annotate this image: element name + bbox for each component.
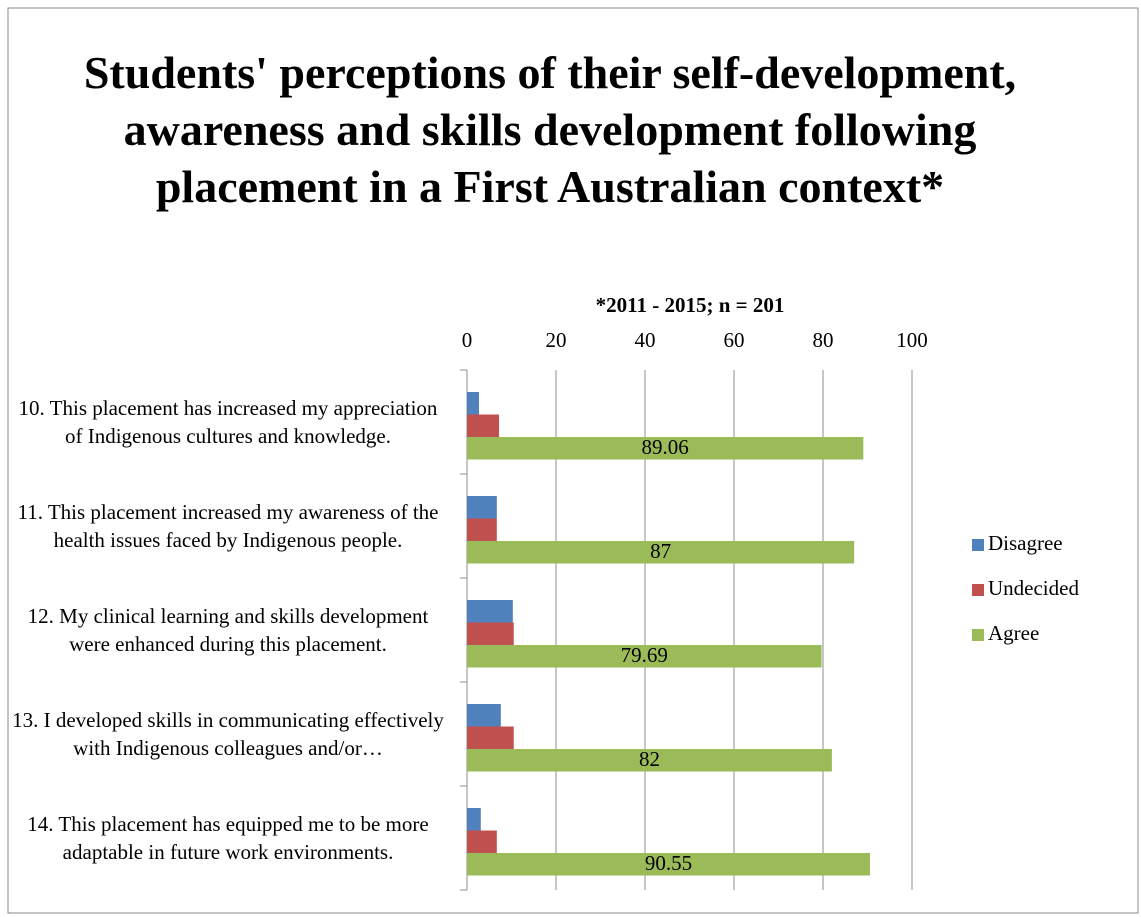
x-tick-label: 0 xyxy=(462,328,473,352)
chart-subtitle: *2011 - 2015; n = 201 xyxy=(596,293,785,317)
x-tick-label: 20 xyxy=(546,328,567,352)
data-label: 79.69 xyxy=(621,643,668,667)
bar xyxy=(467,808,481,831)
chart-title: Students' perceptions of their self-deve… xyxy=(83,47,1017,212)
bar xyxy=(467,541,855,564)
bar xyxy=(467,437,864,460)
legend-swatch xyxy=(972,539,984,551)
data-label: 89.06 xyxy=(642,435,689,459)
legend-label: Disagree xyxy=(988,531,1063,555)
x-tick-label: 80 xyxy=(813,328,834,352)
y-tick-label: 10. This placement has increased my appr… xyxy=(18,396,438,448)
x-tick-label: 60 xyxy=(724,328,745,352)
data-label: 82 xyxy=(639,747,660,771)
bar xyxy=(467,414,500,437)
bar xyxy=(467,704,501,727)
legend-swatch xyxy=(972,629,984,641)
bar xyxy=(467,518,497,541)
bar xyxy=(467,726,514,749)
x-tick-label: 40 xyxy=(635,328,656,352)
bar xyxy=(467,496,497,519)
bar xyxy=(467,600,513,623)
data-label: 87 xyxy=(650,539,671,563)
data-label: 90.55 xyxy=(645,851,692,875)
y-tick-label: 13. I developed skills in communicating … xyxy=(12,708,444,760)
legend-swatch xyxy=(972,584,984,596)
y-tick-label: 12. My clinical learning and skills deve… xyxy=(27,604,429,656)
y-tick-label: 14. This placement has equipped me to be… xyxy=(27,812,429,864)
bar xyxy=(467,392,480,415)
legend-label: Undecided xyxy=(988,576,1079,600)
bar xyxy=(467,853,870,876)
chart-border xyxy=(7,7,1139,914)
legend-label: Agree xyxy=(988,621,1039,645)
bar xyxy=(467,749,832,772)
y-tick-label: 11. This placement increased my awarenes… xyxy=(17,500,439,552)
x-tick-label: 100 xyxy=(896,328,928,352)
bar xyxy=(467,622,514,645)
bar xyxy=(467,645,822,668)
bar xyxy=(467,830,497,853)
